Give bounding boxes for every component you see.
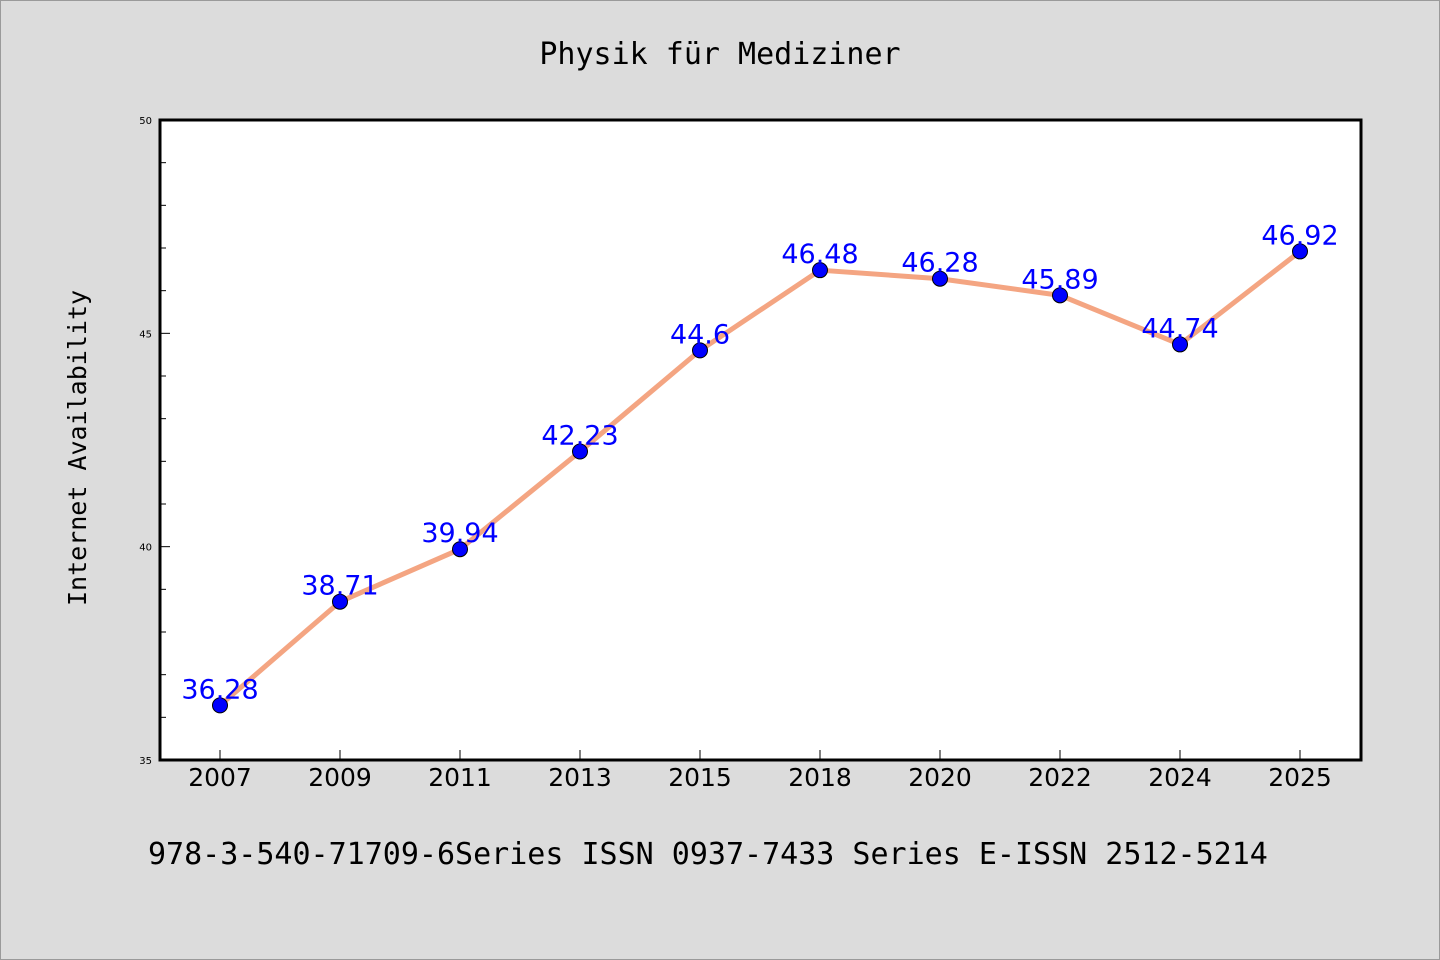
data-points (212, 243, 1308, 714)
y-axis-label: Internet Availability (63, 290, 92, 606)
data-point (452, 541, 468, 558)
x-tick-label: 2018 (788, 763, 852, 792)
data-label: 39.94 (421, 518, 498, 549)
data-label: 42.23 (541, 421, 618, 452)
data-label: 38.71 (301, 571, 378, 602)
data-label: 44.6 (670, 319, 730, 350)
x-tick-label: 2015 (668, 763, 732, 792)
x-axis: 2007 2009 2011 2013 2015 2018 2020 2022 2024 2025 (188, 750, 1332, 792)
x-tick-label: 2007 (188, 763, 252, 792)
y-axis: 35 40 45 50 (139, 116, 152, 767)
y-tick-label: 45 (139, 329, 152, 340)
plot-area (158, 118, 1363, 762)
y-minor-ticks (160, 119, 170, 761)
data-label: 46.48 (781, 239, 858, 270)
data-label: 36.28 (181, 674, 258, 705)
data-point (1052, 287, 1068, 304)
data-point (932, 270, 948, 287)
y-tick-label: 50 (139, 116, 152, 127)
x-tick-label: 2009 (308, 763, 372, 792)
series-line (217, 248, 1303, 708)
data-label: 46.28 (901, 248, 978, 279)
data-label: 44.74 (1141, 313, 1218, 344)
data-label: 45.89 (1021, 264, 1098, 295)
y-tick-label: 40 (139, 543, 152, 554)
x-tick-label: 2022 (1028, 763, 1092, 792)
data-point (692, 342, 708, 359)
data-point (812, 262, 828, 279)
data-labels: 36.28 38.71 39.94 42.23 44.6 46.48 46.28 45.89 4… (181, 220, 1338, 705)
x-tick-label: 2025 (1268, 763, 1332, 792)
x-tick-label: 2024 (1148, 763, 1212, 792)
data-point (212, 697, 228, 714)
data-point (1172, 336, 1188, 353)
data-label: 46.92 (1261, 220, 1338, 251)
y-tick-label: 35 (139, 756, 152, 767)
x-tick-label: 2013 (548, 763, 612, 792)
x-tick-label: 2020 (908, 763, 972, 792)
data-point (1292, 243, 1308, 260)
chart-title: Physik für Mediziner (539, 37, 900, 72)
data-point (332, 593, 348, 610)
data-point (572, 443, 588, 460)
footer-isbn-issn: 978-3-540-71709-6Series ISSN 0937-7433 S… (148, 837, 1268, 872)
x-tick-label: 2011 (428, 763, 492, 792)
